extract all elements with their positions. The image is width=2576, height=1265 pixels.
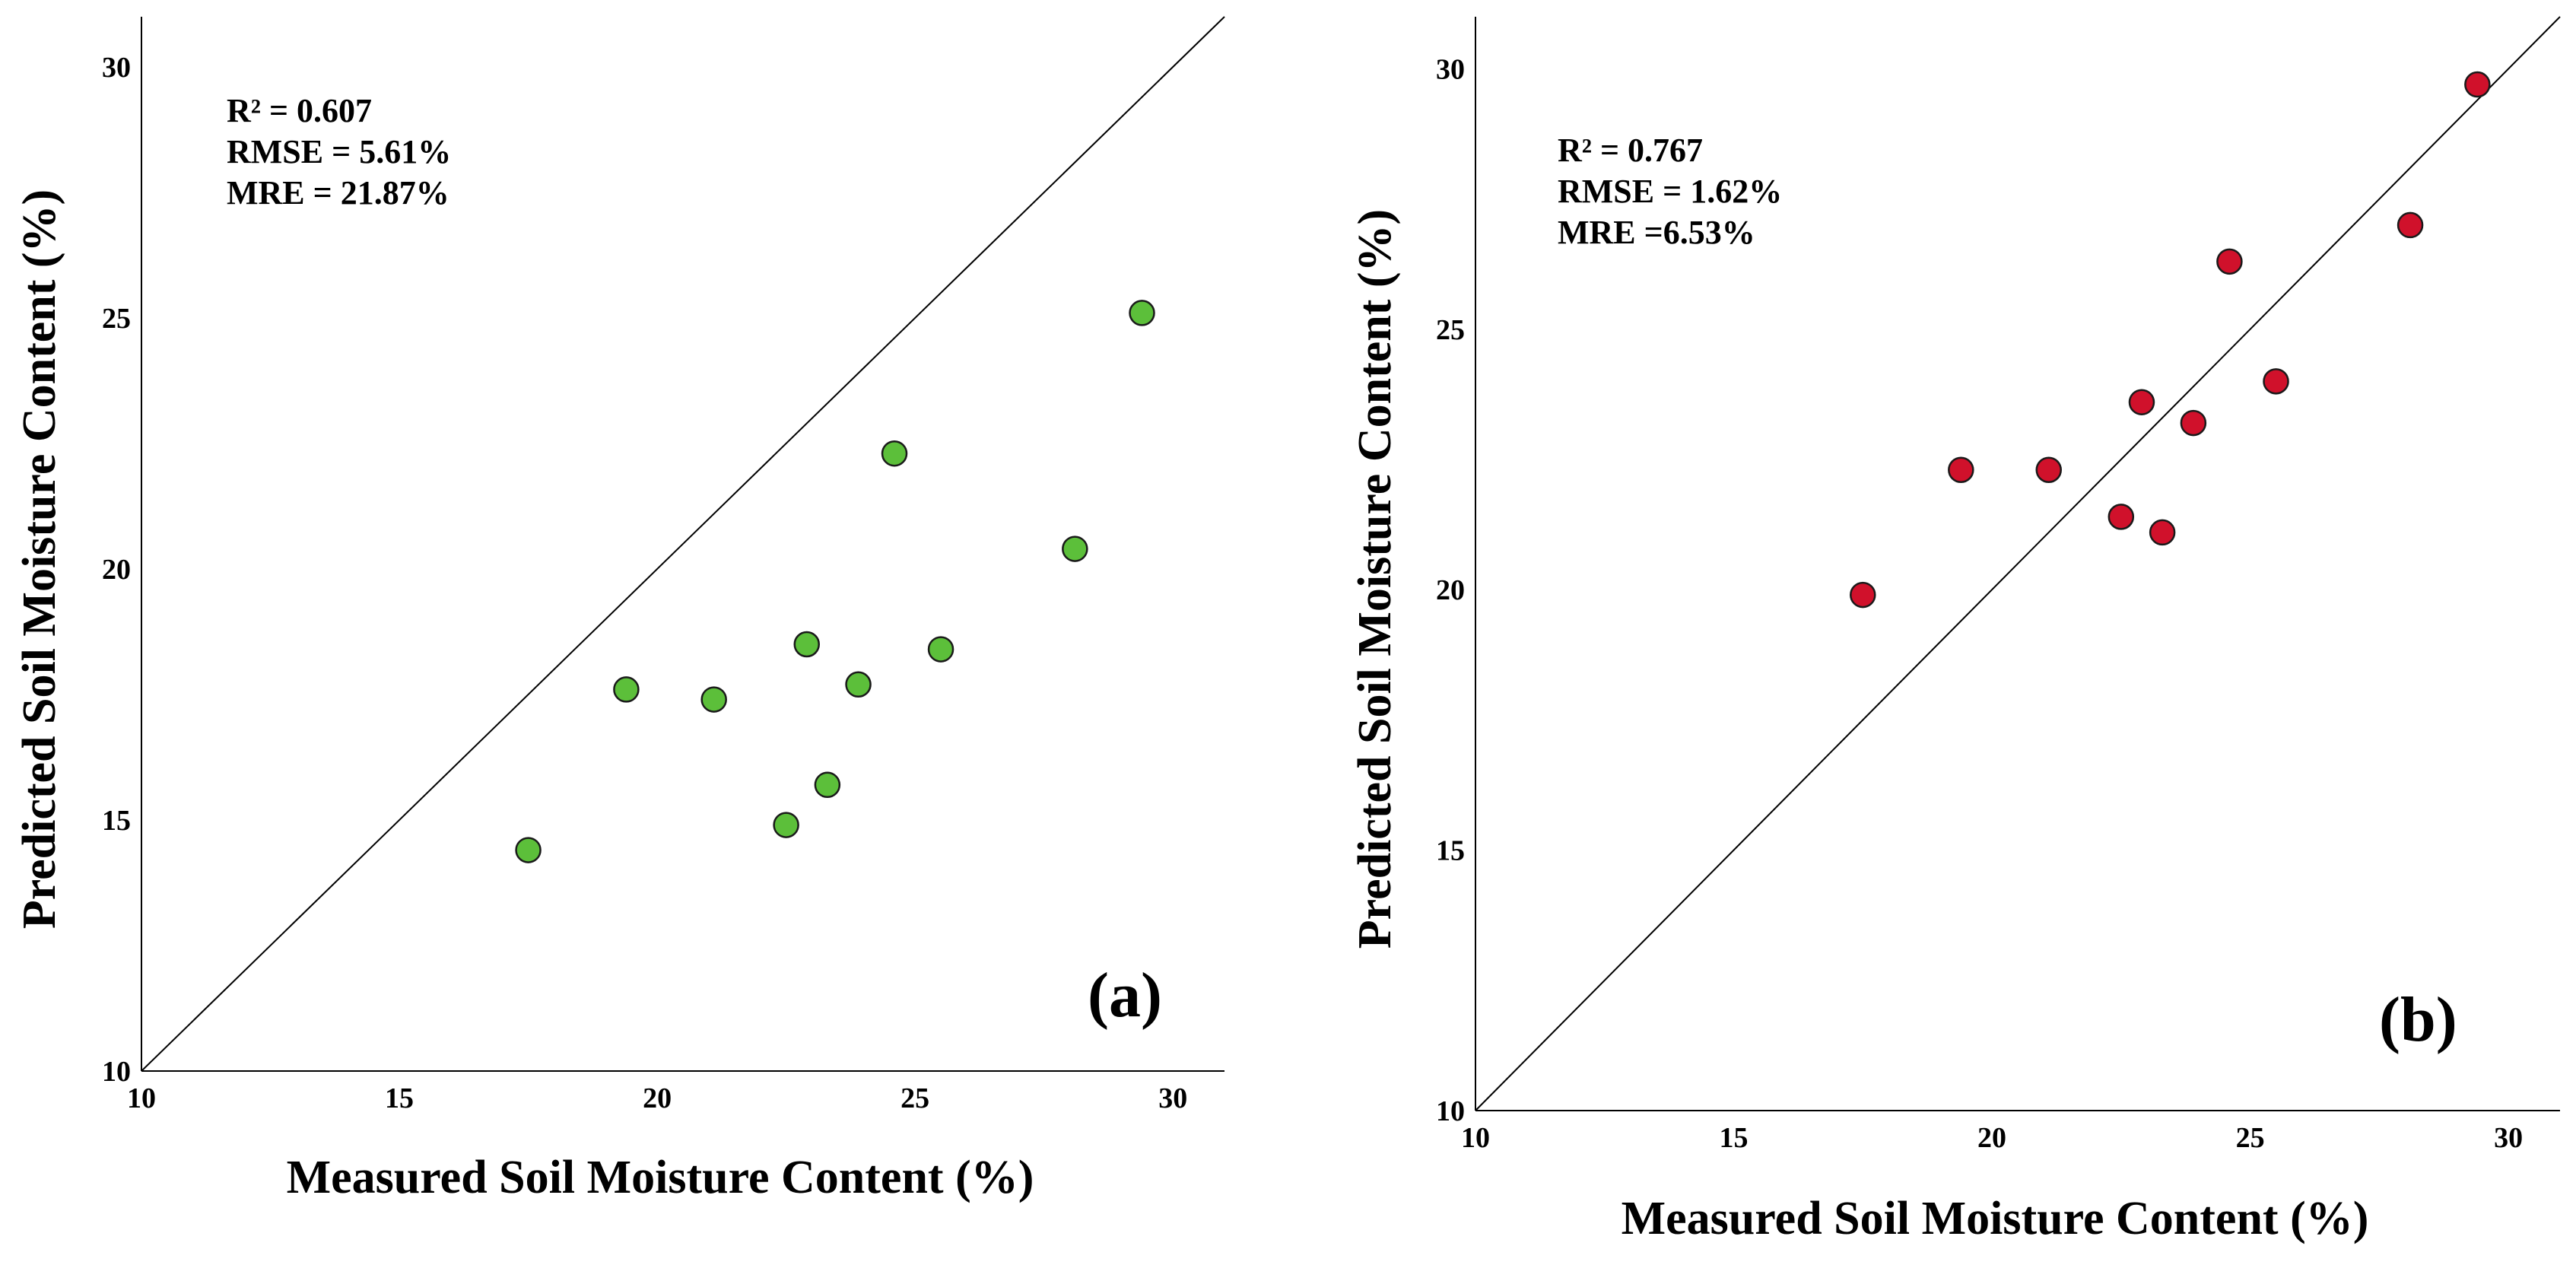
stat-annotation: RMSE = 5.61% bbox=[227, 133, 451, 170]
data-point bbox=[881, 440, 908, 467]
x-tick-label: 15 bbox=[1720, 1122, 1749, 1154]
x-tick-label: 10 bbox=[127, 1082, 156, 1114]
stat-annotation: R² = 0.767 bbox=[1558, 132, 1703, 169]
data-point bbox=[1850, 581, 1876, 609]
y-tick-label: 15 bbox=[102, 805, 131, 837]
data-point bbox=[2149, 519, 2176, 546]
y-tick-label: 20 bbox=[102, 554, 131, 586]
data-point bbox=[700, 686, 727, 713]
data-point bbox=[793, 631, 820, 658]
x-tick-label: 30 bbox=[2494, 1122, 2523, 1154]
x-tick-label: 25 bbox=[2236, 1122, 2265, 1154]
y-tick-label: 25 bbox=[102, 303, 131, 335]
stat-annotation: MRE =6.53% bbox=[1558, 214, 1755, 251]
data-point bbox=[613, 676, 640, 703]
data-point bbox=[1948, 456, 1974, 483]
scatter-panel-a: 10 15 20 25 30 10 15 20 25 30 Measured Soil Moistu… bbox=[14, 16, 1225, 1203]
y-tick-label: 30 bbox=[1436, 53, 1465, 85]
data-point bbox=[515, 837, 542, 863]
data-point bbox=[773, 812, 799, 838]
y-tick-label: 30 bbox=[102, 52, 131, 84]
y-tick-label: 25 bbox=[1436, 314, 1465, 346]
one-to-one-line bbox=[1475, 16, 2561, 1111]
stat-annotation: RMSE = 1.62% bbox=[1558, 173, 1782, 210]
data-point bbox=[845, 671, 872, 698]
one-to-one-line bbox=[141, 16, 1225, 1072]
y-tick-label: 20 bbox=[1436, 574, 1465, 606]
x-tick-label: 10 bbox=[1461, 1122, 1490, 1154]
data-point bbox=[2128, 389, 2155, 415]
y-axis-title: Predicted Soil Moisture Content (%) bbox=[1349, 209, 1401, 949]
data-point bbox=[927, 636, 954, 663]
y-tick-label: 10 bbox=[1436, 1095, 1465, 1127]
panel-label: (b) bbox=[2379, 984, 2457, 1055]
data-point bbox=[1062, 536, 1088, 562]
data-point bbox=[2397, 211, 2424, 239]
stat-annotation: R² = 0.607 bbox=[227, 92, 372, 129]
data-point bbox=[2180, 409, 2207, 437]
panel-label: (a) bbox=[1088, 960, 1162, 1031]
data-point bbox=[2216, 248, 2243, 275]
scatter-panel-b: 10 15 20 25 30 10 15 20 25 30 Measured Soil Moistu… bbox=[1349, 16, 2561, 1244]
data-point bbox=[2107, 504, 2135, 530]
x-axis-title: Measured Soil Moisture Content (%) bbox=[1622, 1193, 2369, 1244]
y-axis-title: Predicted Soil Moisture Content (%) bbox=[14, 189, 65, 929]
x-tick-label: 30 bbox=[1158, 1082, 1187, 1114]
y-tick-label: 10 bbox=[102, 1056, 131, 1088]
x-tick-label: 25 bbox=[900, 1082, 929, 1114]
data-point bbox=[814, 771, 841, 799]
data-point bbox=[2464, 71, 2491, 98]
data-point bbox=[1129, 300, 1155, 326]
data-point bbox=[2035, 456, 2062, 483]
y-tick-label: 15 bbox=[1436, 835, 1465, 867]
x-tick-label: 20 bbox=[643, 1082, 672, 1114]
data-point bbox=[2263, 368, 2289, 395]
stat-annotation: MRE = 21.87% bbox=[227, 174, 449, 211]
x-tick-label: 20 bbox=[1977, 1122, 2006, 1154]
x-axis-title: Measured Soil Moisture Content (%) bbox=[287, 1152, 1034, 1203]
x-tick-label: 15 bbox=[385, 1082, 414, 1114]
